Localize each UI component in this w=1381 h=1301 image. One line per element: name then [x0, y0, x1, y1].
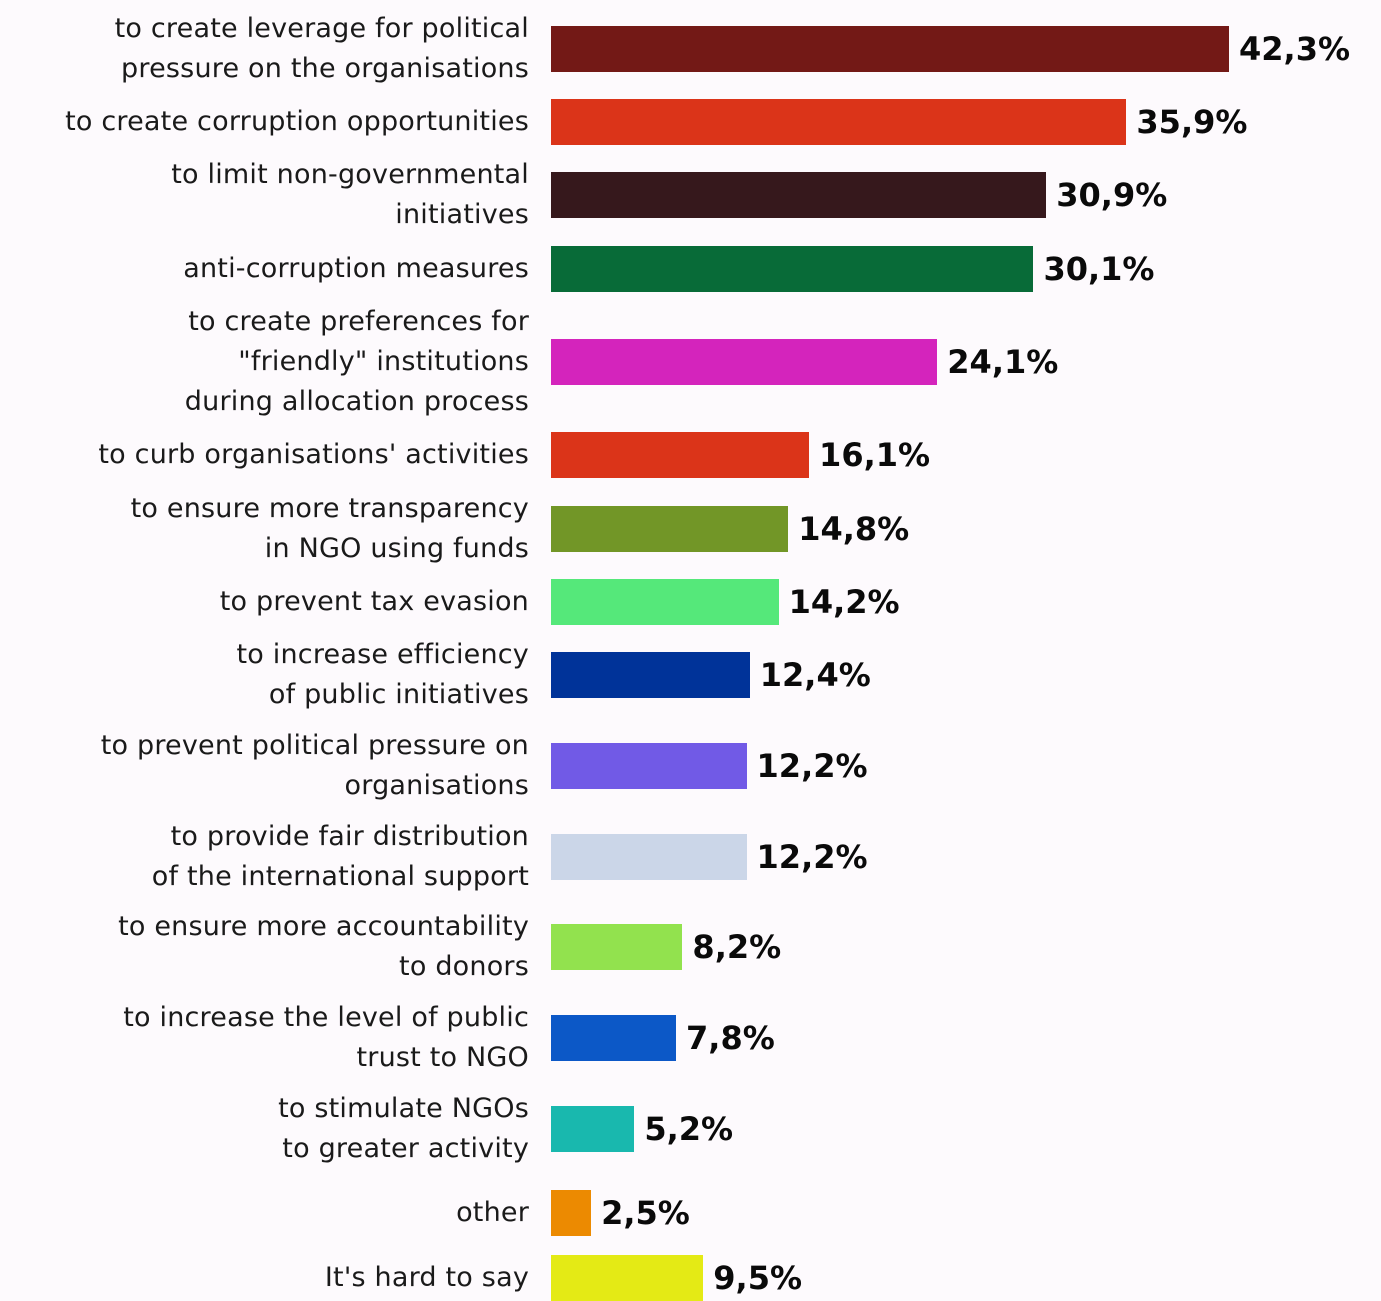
category-label: to limit non-governmental initiatives [171, 159, 529, 230]
category-label: to increase efficiency of public initiat… [236, 639, 529, 710]
category-label: to create corruption opportunities [65, 106, 529, 137]
bar [551, 1015, 677, 1061]
value-label: 8,2% [692, 928, 782, 966]
bar [551, 1106, 635, 1152]
category-label: It's hard to say [324, 1262, 529, 1293]
bar [551, 579, 779, 625]
bar [551, 924, 683, 970]
value-label: 14,8% [798, 510, 910, 548]
bar [551, 432, 810, 478]
value-label: 30,9% [1056, 176, 1168, 214]
value-label: 12,2% [756, 747, 868, 785]
bar [551, 172, 1047, 218]
value-label: 5,2% [644, 1110, 734, 1148]
category-label: to provide fair distribution of the inte… [151, 821, 529, 892]
value-label: 24,1% [947, 343, 1059, 381]
category-label: other [456, 1197, 529, 1228]
bar [551, 1190, 592, 1236]
category-label: to ensure more transparency in NGO using… [130, 493, 529, 564]
category-label: to prevent tax evasion [219, 586, 529, 617]
value-label: 35,9% [1136, 103, 1248, 141]
category-label: to ensure more accountability to donors [118, 911, 529, 982]
bar [551, 834, 747, 880]
bar [551, 26, 1229, 72]
bar [551, 1255, 704, 1301]
category-label: to create preferences for "friendly" ins… [184, 306, 529, 417]
bar [551, 339, 938, 385]
value-label: 42,3% [1239, 30, 1351, 68]
bar [551, 743, 747, 789]
category-label: to create leverage for political pressur… [114, 13, 529, 84]
value-label: 16,1% [819, 436, 931, 474]
value-label: 12,2% [756, 838, 868, 876]
value-label: 9,5% [713, 1259, 803, 1297]
value-label: 14,2% [788, 583, 900, 621]
bar [551, 652, 750, 698]
bar [551, 506, 789, 552]
category-label: to prevent political pressure on organis… [100, 730, 529, 801]
bar [551, 99, 1127, 145]
value-label: 30,1% [1043, 250, 1155, 288]
value-label: 12,4% [759, 656, 871, 694]
category-label: to curb organisations' activities [98, 439, 529, 470]
category-label: to stimulate NGOs to greater activity [278, 1093, 529, 1164]
value-label: 2,5% [601, 1194, 690, 1232]
bar [551, 246, 1034, 292]
category-label: anti-corruption measures [183, 253, 529, 284]
value-label: 7,8% [686, 1019, 775, 1057]
category-label: to increase the level of public trust to… [123, 1002, 529, 1073]
